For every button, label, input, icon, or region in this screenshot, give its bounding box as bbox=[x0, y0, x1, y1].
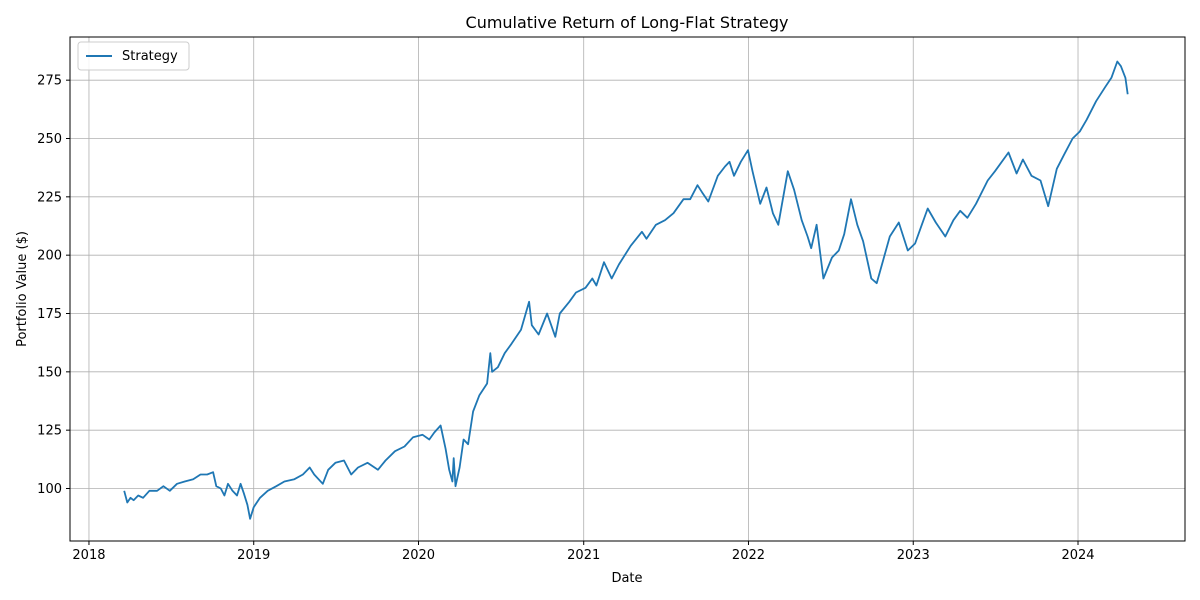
y-tick-label: 250 bbox=[37, 132, 62, 147]
legend-label: Strategy bbox=[122, 49, 178, 64]
series-line-strategy bbox=[123, 60, 1129, 520]
y-tick-label: 175 bbox=[37, 307, 62, 322]
y-tick-label: 275 bbox=[37, 74, 62, 89]
y-tick-label: 150 bbox=[37, 365, 62, 380]
x-tick-label: 2020 bbox=[402, 548, 435, 563]
x-axis-label: Date bbox=[611, 571, 642, 586]
x-tick-label: 2019 bbox=[237, 548, 270, 563]
x-tick-label: 2021 bbox=[567, 548, 600, 563]
x-tick-label: 2018 bbox=[72, 548, 105, 563]
legend: Strategy bbox=[77, 41, 190, 71]
y-tick-label: 125 bbox=[37, 424, 62, 439]
grid bbox=[70, 37, 1185, 541]
chart-title: Cumulative Return of Long-Flat Strategy bbox=[466, 13, 789, 32]
x-axis: 2018 2019 2020 2021 2022 2023 2024 bbox=[72, 541, 1095, 563]
series-group bbox=[123, 60, 1129, 520]
legend-box bbox=[77, 41, 190, 71]
x-tick-label: 2022 bbox=[732, 548, 765, 563]
x-tick-label: 2023 bbox=[897, 548, 930, 563]
y-axis-label: Portfolio Value ($) bbox=[15, 231, 30, 347]
x-tick-label: 2024 bbox=[1061, 548, 1094, 563]
y-axis: 100 125 150 175 200 225 250 275 bbox=[37, 74, 70, 497]
y-tick-label: 200 bbox=[37, 249, 62, 264]
y-tick-label: 225 bbox=[37, 190, 62, 205]
y-tick-label: 100 bbox=[37, 482, 62, 497]
plot-frame bbox=[69, 36, 1186, 542]
